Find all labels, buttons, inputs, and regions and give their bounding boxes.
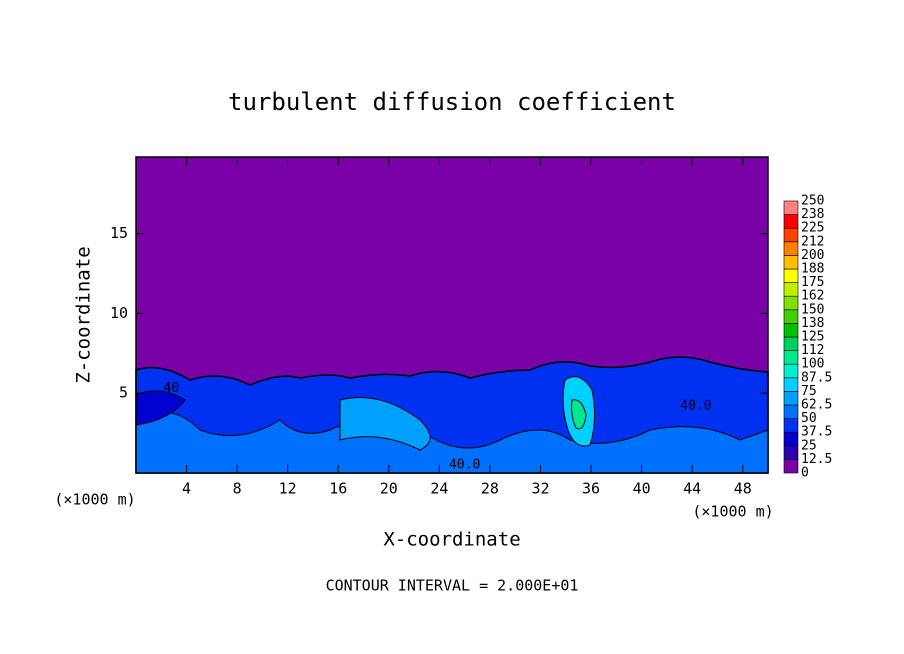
colorbar-label: 162: [801, 289, 824, 304]
colorbar-band: [783, 200, 799, 215]
colorbar-label: 25: [801, 438, 817, 453]
x-tick-label: 36: [582, 480, 600, 498]
x-tick-label: 16: [329, 480, 347, 498]
colorbar-band: [783, 241, 799, 256]
colorbar-label: 250: [801, 194, 824, 209]
y-tick-label: 10: [110, 304, 128, 322]
x-tick-label: 32: [531, 480, 549, 498]
colorbar-band: [783, 377, 799, 392]
x-tick-label: 48: [734, 480, 752, 498]
turbulent-blob: [135, 390, 186, 426]
colorbar-label: 175: [801, 275, 824, 290]
colorbar-band: [783, 268, 799, 283]
colorbar-label: 200: [801, 248, 824, 263]
x-tick-label: 12: [279, 480, 297, 498]
colorbar-band: [783, 323, 799, 338]
field: [135, 157, 769, 474]
footer-note: CONTOUR INTERVAL = 2.000E+01: [326, 577, 579, 595]
colorbar-label: 37.5: [801, 425, 832, 440]
plot-frame: [135, 156, 769, 474]
colorbar-label: 75: [801, 384, 817, 399]
colorbar-band: [783, 445, 799, 460]
colorbar-band: [783, 295, 799, 311]
colorbar-label: 62.5: [801, 398, 832, 413]
colorbar-band: [783, 255, 799, 270]
colorbar-band: [783, 336, 799, 351]
x-unit-label: (×1000 m): [692, 503, 773, 521]
contour-label: 40.0: [680, 398, 711, 413]
colorbar-band: [783, 391, 799, 406]
colorbar-band: [783, 350, 799, 365]
contour-label: 40.0: [449, 458, 480, 473]
chart-title: turbulent diffusion coefficient: [228, 88, 676, 116]
colorbar-band: [783, 431, 799, 447]
colorbar-band: [783, 282, 799, 297]
colorbar-label: 87.5: [801, 370, 832, 385]
contour-label: 40: [164, 381, 180, 396]
colorbar-band: [783, 214, 799, 229]
x-tick-label: 24: [430, 480, 448, 498]
x-tick-label: 44: [683, 480, 701, 498]
y-axis-label: Z-coordinate: [73, 246, 95, 383]
x-tick-label: 4: [182, 480, 191, 498]
x-tick-label: 20: [380, 480, 398, 498]
y-tick-label: 5: [119, 384, 128, 402]
colorbar-label: 150: [801, 302, 824, 317]
colorbar-band: [783, 227, 799, 243]
colorbar-label: 138: [801, 316, 824, 331]
x-tick-label: 40: [633, 480, 651, 498]
colorbar-label: 188: [801, 262, 824, 277]
colorbar-label: 125: [801, 330, 824, 345]
colorbar-label: 225: [801, 221, 824, 236]
x-tick-label: 8: [233, 480, 242, 498]
colorbar-band: [783, 418, 799, 433]
turbulent-blob: [339, 397, 431, 451]
colorbar-label: 50: [801, 411, 817, 426]
colorbar-label: 212: [801, 234, 824, 249]
colorbar-band: [783, 404, 799, 419]
colorbar-label: 12.5: [801, 452, 832, 467]
x-axis-label: X-coordinate: [383, 529, 520, 551]
colorbar-label: 112: [801, 343, 824, 358]
turbulent-core: [135, 411, 769, 474]
x-unit-label: (×1000 m): [54, 491, 135, 509]
colorbar-band: [783, 309, 799, 324]
x-tick-label: 28: [481, 480, 499, 498]
colorbar-label: 0: [801, 466, 809, 481]
colorbar-label: 100: [801, 357, 824, 372]
colorbar-band: [783, 363, 799, 379]
turbulent-blob: [571, 399, 587, 430]
y-tick-label: 15: [110, 224, 128, 242]
colorbar-label: 238: [801, 207, 824, 222]
colorbar-band: [783, 459, 799, 474]
